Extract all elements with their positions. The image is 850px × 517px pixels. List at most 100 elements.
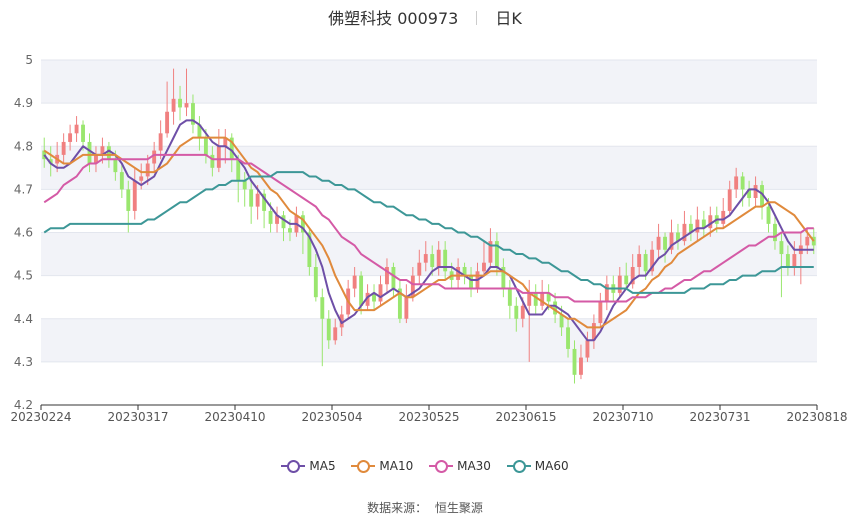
title-separator bbox=[476, 11, 478, 25]
candle bbox=[249, 180, 254, 224]
candle-body bbox=[378, 284, 383, 302]
legend-label-ma30: MA30 bbox=[457, 459, 491, 473]
candle-body bbox=[760, 185, 764, 207]
candle-body bbox=[617, 275, 622, 293]
candle bbox=[178, 85, 182, 121]
y-tick-label: 4.2 bbox=[14, 398, 33, 412]
line-ma10 bbox=[43, 136, 815, 329]
candle-body bbox=[307, 232, 312, 267]
x-tick-label: 20230818 bbox=[786, 410, 847, 424]
candle bbox=[740, 172, 745, 207]
candle-body bbox=[436, 249, 441, 267]
candle-body bbox=[100, 146, 105, 155]
y-tick-label: 4.9 bbox=[14, 96, 33, 110]
candle-body bbox=[773, 223, 777, 242]
candle-body bbox=[262, 193, 267, 211]
candle bbox=[216, 129, 221, 173]
candle-body bbox=[669, 232, 674, 250]
legend-item-ma5[interactable]: MA5 bbox=[281, 459, 336, 473]
line-ma60 bbox=[43, 171, 814, 294]
candle-body bbox=[281, 215, 286, 229]
candle bbox=[604, 275, 609, 311]
candle-body bbox=[637, 254, 642, 267]
candle-body bbox=[404, 297, 409, 319]
candle-body bbox=[546, 292, 551, 302]
candle bbox=[773, 215, 777, 250]
candle-body bbox=[197, 124, 202, 138]
candle-body bbox=[171, 98, 176, 112]
candle-body bbox=[385, 267, 389, 285]
candle bbox=[132, 167, 137, 220]
legend-label-ma60: MA60 bbox=[534, 459, 569, 473]
candle bbox=[385, 258, 389, 293]
candle-body bbox=[443, 249, 448, 272]
candle bbox=[158, 120, 163, 160]
candle-body bbox=[663, 236, 667, 250]
candle bbox=[87, 133, 92, 173]
candle bbox=[572, 340, 577, 384]
candle bbox=[650, 241, 655, 276]
candle-body bbox=[410, 275, 415, 298]
candle-body bbox=[688, 223, 693, 233]
candle-body bbox=[275, 215, 279, 224]
candle-body bbox=[785, 254, 790, 267]
candle bbox=[352, 267, 357, 298]
candle-body bbox=[695, 219, 700, 233]
candle-body bbox=[520, 305, 525, 319]
candle bbox=[236, 154, 241, 203]
plot-band bbox=[41, 189, 817, 233]
candle-body bbox=[300, 215, 305, 233]
chart-title-period: 日K bbox=[495, 9, 522, 28]
candle bbox=[191, 94, 195, 134]
y-tick-label: 4.4 bbox=[14, 312, 33, 326]
candle bbox=[313, 254, 318, 302]
candle-body bbox=[333, 327, 338, 341]
candle-body bbox=[87, 141, 92, 164]
candle-body bbox=[48, 159, 53, 164]
candle-body bbox=[106, 146, 111, 160]
candle bbox=[275, 206, 279, 233]
candle bbox=[779, 232, 784, 298]
candle-body bbox=[255, 193, 260, 207]
candle-body bbox=[113, 159, 118, 173]
x-tick-label: 20230731 bbox=[689, 410, 750, 424]
legend-item-ma60[interactable]: MA60 bbox=[506, 459, 569, 473]
legend-item-ma30[interactable]: MA30 bbox=[429, 459, 491, 473]
candle bbox=[391, 262, 396, 298]
candle bbox=[494, 232, 499, 276]
x-tick-label: 20230615 bbox=[495, 410, 556, 424]
candle-body bbox=[178, 98, 182, 108]
candle-body bbox=[727, 189, 732, 211]
candle bbox=[68, 124, 73, 151]
candle bbox=[760, 180, 764, 220]
candle bbox=[197, 116, 202, 151]
candle bbox=[533, 284, 538, 315]
candle-body bbox=[572, 348, 577, 375]
y-tick-label: 5 bbox=[25, 53, 33, 67]
candle-body bbox=[165, 111, 170, 134]
x-tick-label: 20230710 bbox=[592, 410, 653, 424]
data-source-label: 数据来源： bbox=[367, 501, 428, 515]
candle bbox=[695, 206, 700, 242]
candle bbox=[701, 210, 706, 237]
y-tick-label: 4.7 bbox=[14, 182, 33, 196]
plot-band bbox=[41, 318, 817, 362]
candle-body bbox=[417, 262, 422, 276]
plot-band bbox=[41, 232, 817, 276]
y-tick-label: 4.3 bbox=[14, 355, 33, 369]
candle-body bbox=[191, 103, 195, 125]
candle-body bbox=[753, 185, 758, 198]
legend-item-ma10[interactable]: MA10 bbox=[351, 459, 413, 473]
candle-body bbox=[288, 228, 292, 233]
x-tick-label: 20230317 bbox=[107, 410, 168, 424]
plot-bands bbox=[41, 60, 817, 405]
candle-body bbox=[624, 275, 629, 285]
candle-body bbox=[488, 241, 493, 263]
candle-body bbox=[352, 275, 357, 289]
candle bbox=[514, 297, 519, 332]
y-axis: 4.2 4.3 4.4 4.5 4.6 4.7 4.8 4.9 5 bbox=[14, 53, 33, 412]
candle-body bbox=[223, 137, 228, 147]
candle-body bbox=[184, 103, 189, 108]
candle bbox=[669, 219, 674, 255]
